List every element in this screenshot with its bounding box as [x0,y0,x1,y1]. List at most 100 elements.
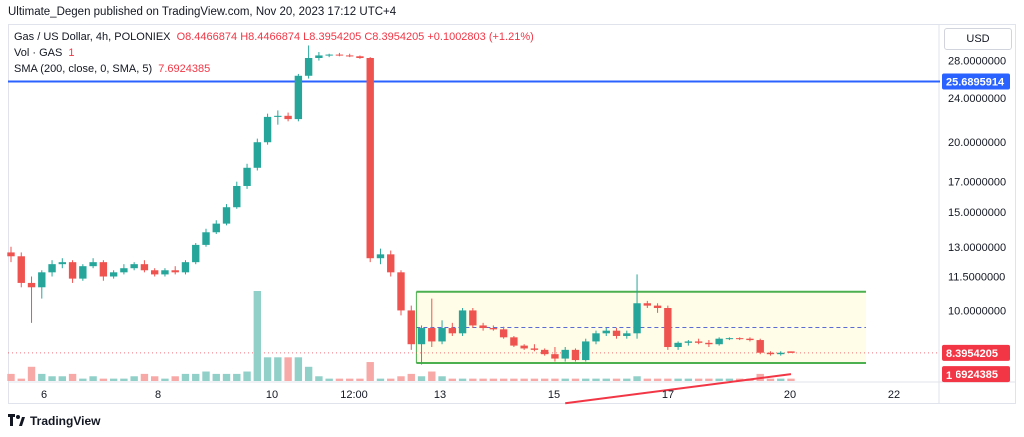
candle-body [530,348,539,350]
candle-body [674,342,682,348]
candle-body [715,338,723,345]
candlestick-chart[interactable]: 28.0000000 24.0000000 20.0000000 17.0000000… [0,0,1024,410]
volume-bar [304,366,313,381]
candle-body [520,345,528,349]
volume-bar [140,373,149,381]
volume-bar [294,357,303,381]
publish-bar: Ultimate_Degen published on TradingView.… [0,0,1024,24]
volume-bar [448,378,457,381]
volume-bar [120,378,128,381]
candle-body [27,282,36,288]
volume-bar [109,378,118,381]
volume-bar [438,376,446,381]
candle-body [284,115,292,120]
volume-bar [181,373,190,381]
price-axis-label: 8.3954205 [946,348,998,360]
candle-body [150,270,159,275]
volume-bar [366,362,374,381]
y-tick-label: 24.0000000 [948,93,1006,105]
volume-bar [202,371,210,381]
candle-body [633,303,641,334]
candle-body [335,54,344,56]
candle-body [694,341,703,343]
volume-bar [397,376,405,381]
volume-bar [479,378,487,381]
x-tick-label: 10 [266,389,278,401]
volume-bar [68,373,77,381]
volume-bar [540,378,549,381]
candle-body [551,354,559,359]
volume-bar [130,376,138,381]
candle-body [315,55,323,58]
candle-body [79,266,87,279]
volume-bar [27,366,36,381]
candle-body [653,305,662,309]
volume-bar [602,378,610,381]
candle-body [571,349,580,361]
volume-bar [674,378,682,381]
volume-bar [705,378,713,381]
candle-body [489,328,498,330]
candle-body [68,262,77,279]
candle-body [99,262,108,277]
volume-bar [623,378,631,381]
currency-button[interactable]: USD [944,28,1012,50]
y-tick-label: 15.0000000 [948,207,1006,219]
x-tick-label: 22 [888,389,900,401]
volume-bar [787,378,795,381]
candle-body [623,333,631,336]
volume-bar [325,378,333,381]
candle-body [253,142,262,168]
volume-bar [233,373,241,381]
volume-bar [715,378,723,381]
volume-bar [520,378,528,381]
candle-body [243,167,251,186]
volume-bar [356,378,364,381]
candle-body [345,55,354,57]
volume-indicator-label[interactable]: Vol · GAS [14,47,63,59]
volume-bar [387,378,395,381]
candle-body [7,252,15,257]
volume-bar [469,378,477,381]
volume-bar [161,378,169,381]
candle-body [448,328,457,334]
y-tick-label: 10.0000000 [948,305,1006,317]
volume-bar [17,378,25,381]
volume-bar [150,376,159,381]
sma-line [565,373,792,405]
candle-body [438,328,446,342]
volume-bar [582,378,590,381]
candle-body [664,308,672,348]
candle-body [222,207,231,224]
price-axis-label: 7.6924385 [946,369,998,381]
candle-body [407,310,415,345]
y-tick-label: 20.0000000 [948,137,1006,149]
candle-body [120,268,128,273]
candle-body [356,56,364,58]
volume-bar [58,376,67,381]
candle-body [171,270,179,273]
volume-axis-label-bg [942,368,956,382]
volume-bar [633,376,641,381]
volume-bar [489,378,498,381]
sma-indicator-label[interactable]: SMA (200, close, 0, SMA, 5) [14,63,153,75]
volume-bar [407,373,415,381]
volume-bar [335,378,344,381]
candle-body [202,232,210,245]
tradingview-brand: TradingView [30,414,101,428]
symbol-label[interactable]: Gas / US Dollar, 4h, POLONIEX [14,31,171,43]
x-tick-label: 13 [434,389,446,401]
volume-bar [777,378,785,381]
volume-bar [643,378,652,381]
candle-body [192,244,200,263]
candle-body [777,352,785,355]
volume-bar [592,378,600,381]
volume-bar [48,376,56,381]
candle-body [756,340,764,353]
volume-bar [79,378,87,381]
candle-body [181,262,190,273]
x-tick-label: 12:00 [340,389,368,401]
candle-body [592,333,600,342]
volume-bar [171,376,179,381]
legend-symbol-row: Gas / US Dollar, 4h, POLONIEX O8.4466874… [14,31,537,43]
